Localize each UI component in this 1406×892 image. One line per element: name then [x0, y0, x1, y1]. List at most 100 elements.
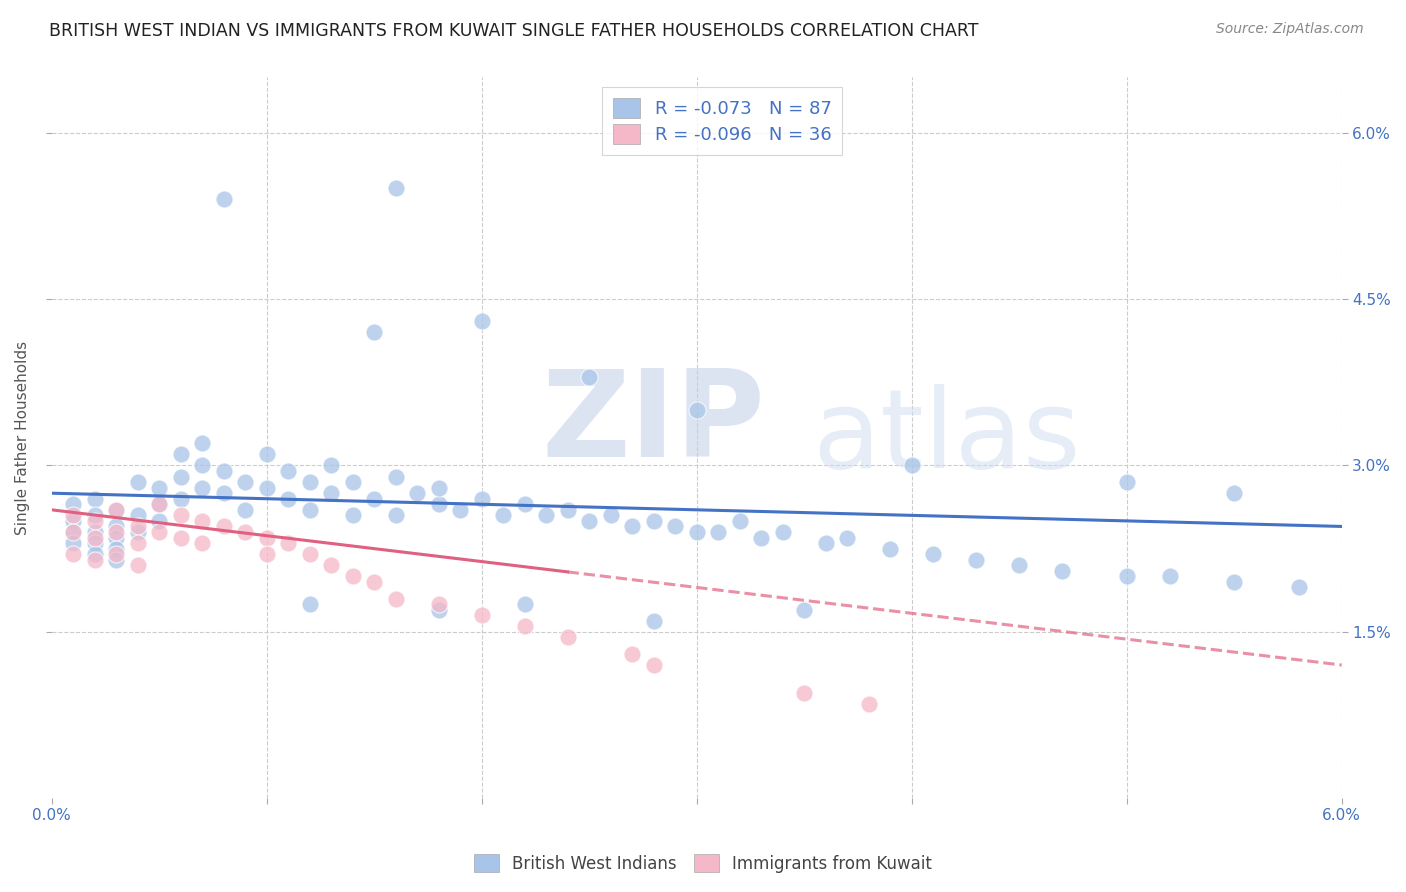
Point — [1288, 581, 1310, 595]
Point — [685, 403, 707, 417]
Point — [471, 608, 494, 623]
Point — [256, 481, 278, 495]
Point — [1115, 569, 1137, 583]
Text: BRITISH WEST INDIAN VS IMMIGRANTS FROM KUWAIT SINGLE FATHER HOUSEHOLDS CORRELATI: BRITISH WEST INDIAN VS IMMIGRANTS FROM K… — [49, 22, 979, 40]
Point — [233, 475, 256, 489]
Point — [772, 524, 794, 539]
Point — [793, 686, 815, 700]
Point — [62, 497, 84, 511]
Point — [191, 514, 214, 528]
Point — [965, 552, 987, 566]
Point — [384, 508, 406, 523]
Point — [728, 514, 751, 528]
Point — [105, 531, 128, 545]
Point — [513, 597, 536, 611]
Point — [127, 519, 149, 533]
Point — [900, 458, 922, 473]
Point — [557, 630, 579, 644]
Point — [62, 508, 84, 523]
Point — [127, 536, 149, 550]
Point — [643, 514, 665, 528]
Point — [1050, 564, 1073, 578]
Point — [148, 497, 170, 511]
Point — [105, 524, 128, 539]
Point — [427, 497, 450, 511]
Point — [233, 524, 256, 539]
Point — [105, 503, 128, 517]
Point — [83, 547, 105, 561]
Point — [363, 574, 385, 589]
Point — [342, 508, 364, 523]
Point — [256, 547, 278, 561]
Point — [105, 552, 128, 566]
Point — [578, 369, 600, 384]
Point — [62, 524, 84, 539]
Point — [62, 536, 84, 550]
Point — [319, 458, 342, 473]
Point — [621, 647, 644, 661]
Point — [83, 514, 105, 528]
Point — [643, 614, 665, 628]
Point — [384, 469, 406, 483]
Point — [191, 436, 214, 450]
Point — [557, 503, 579, 517]
Point — [212, 464, 235, 478]
Point — [319, 486, 342, 500]
Point — [1223, 486, 1246, 500]
Point — [406, 486, 429, 500]
Point — [83, 552, 105, 566]
Point — [578, 514, 600, 528]
Point — [298, 547, 321, 561]
Point — [363, 491, 385, 506]
Point — [212, 193, 235, 207]
Point — [384, 181, 406, 195]
Point — [922, 547, 945, 561]
Point — [105, 519, 128, 533]
Point — [148, 514, 170, 528]
Point — [169, 491, 191, 506]
Point — [749, 531, 772, 545]
Point — [256, 531, 278, 545]
Point — [277, 464, 299, 478]
Point — [599, 508, 621, 523]
Point — [83, 524, 105, 539]
Point — [342, 569, 364, 583]
Legend: R = -0.073   N = 87, R = -0.096   N = 36: R = -0.073 N = 87, R = -0.096 N = 36 — [602, 87, 842, 155]
Point — [427, 602, 450, 616]
Point — [1115, 475, 1137, 489]
Point — [298, 503, 321, 517]
Point — [858, 697, 880, 711]
Point — [277, 536, 299, 550]
Point — [83, 508, 105, 523]
Point — [148, 524, 170, 539]
Point — [427, 597, 450, 611]
Point — [363, 326, 385, 340]
Point — [837, 531, 859, 545]
Point — [212, 519, 235, 533]
Point — [256, 447, 278, 461]
Text: Source: ZipAtlas.com: Source: ZipAtlas.com — [1216, 22, 1364, 37]
Point — [62, 547, 84, 561]
Point — [1159, 569, 1181, 583]
Point — [1008, 558, 1031, 573]
Point — [191, 481, 214, 495]
Point — [534, 508, 557, 523]
Point — [127, 508, 149, 523]
Point — [233, 503, 256, 517]
Legend: British West Indians, Immigrants from Kuwait: British West Indians, Immigrants from Ku… — [467, 847, 939, 880]
Point — [492, 508, 515, 523]
Point — [83, 491, 105, 506]
Point — [342, 475, 364, 489]
Point — [793, 602, 815, 616]
Point — [127, 524, 149, 539]
Point — [169, 469, 191, 483]
Point — [471, 314, 494, 328]
Point — [319, 558, 342, 573]
Point — [449, 503, 471, 517]
Point — [148, 481, 170, 495]
Point — [814, 536, 837, 550]
Point — [298, 475, 321, 489]
Point — [643, 658, 665, 673]
Point — [62, 514, 84, 528]
Point — [169, 508, 191, 523]
